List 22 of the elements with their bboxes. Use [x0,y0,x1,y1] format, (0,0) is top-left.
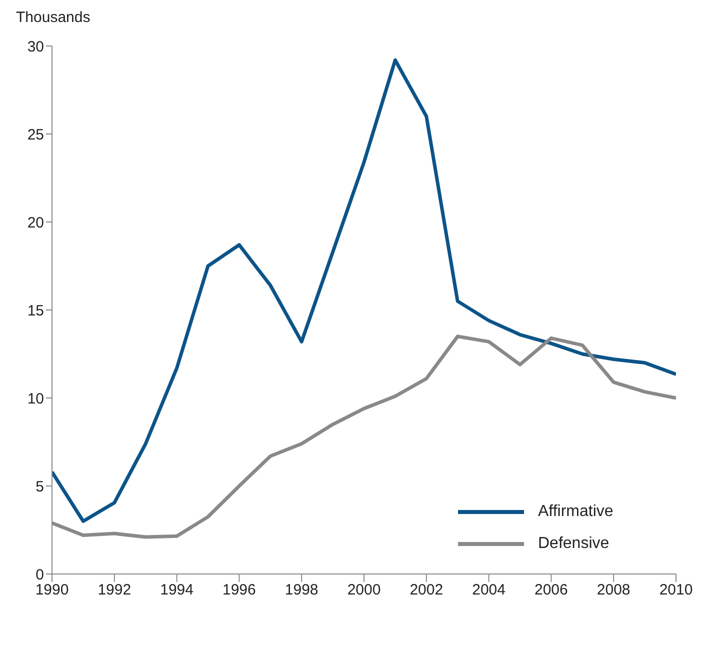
legend-label: Affirmative [538,503,614,521]
y-tick-label: 25 [27,126,44,144]
y-axis-title: Thousands [16,9,90,26]
y-tick-label: 15 [27,302,44,320]
x-tick-label: 2002 [410,582,444,599]
x-tick-label: 2010 [659,582,693,599]
x-tick-label: 1998 [284,582,318,599]
y-tick-label: 20 [27,214,44,232]
line-series [52,58,676,523]
legend-label: Defensive [538,535,610,553]
y-tick-label: 0 [36,566,44,584]
x-tick-label: 1996 [222,582,256,599]
x-tick-label: 1994 [160,582,194,599]
y-tick-label: 5 [36,478,44,496]
y-tick-label: 10 [27,390,44,408]
x-tick-label: 2008 [596,582,630,599]
x-tick-label: 2004 [472,582,506,599]
x-tick-label: 2006 [534,582,568,599]
x-tick-label: 1992 [98,582,132,599]
y-tick-label: 30 [27,38,44,56]
x-tick-label: 1990 [35,582,69,599]
x-tick-label: 2000 [347,582,381,599]
